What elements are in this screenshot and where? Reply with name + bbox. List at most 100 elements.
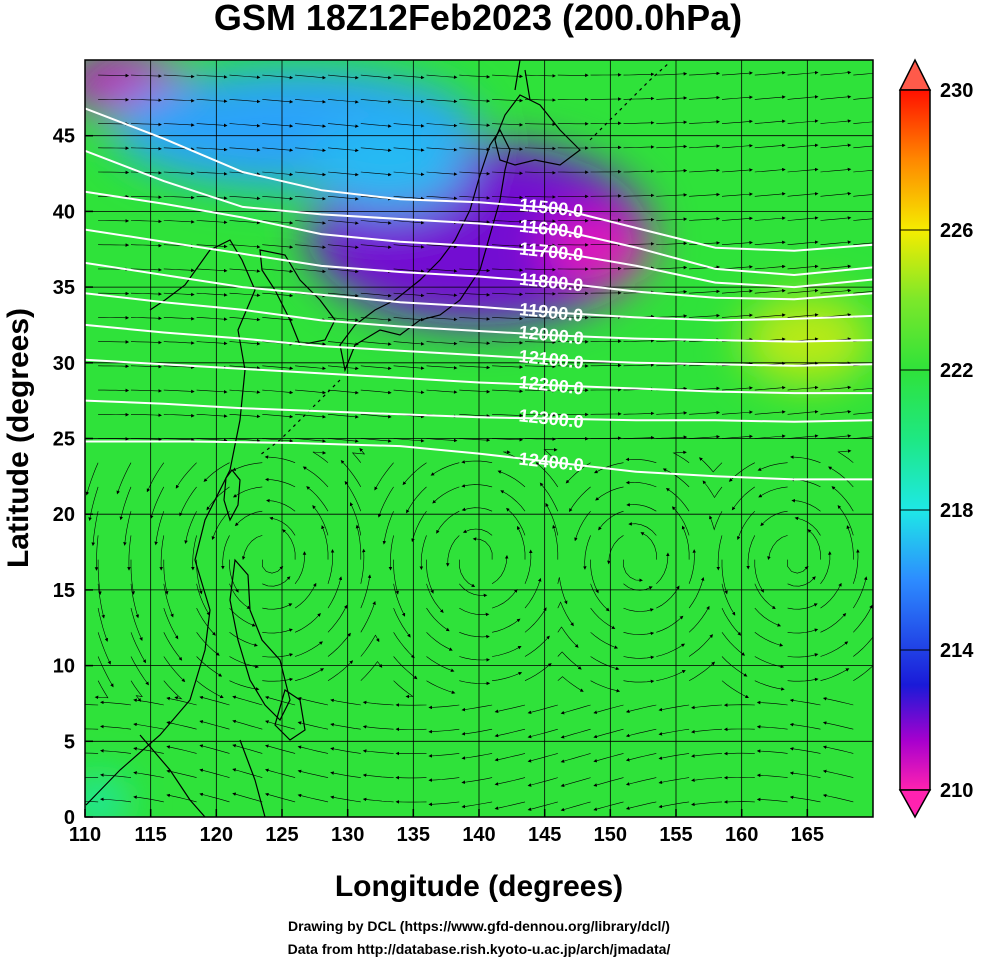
colorbar-tick-label: 230 bbox=[940, 80, 973, 102]
streamline bbox=[820, 216, 852, 221]
streamline bbox=[625, 457, 657, 463]
streamline bbox=[321, 525, 329, 560]
streamline bbox=[262, 628, 293, 634]
streamline bbox=[262, 677, 294, 682]
streamline bbox=[492, 171, 524, 176]
streamline bbox=[100, 700, 132, 706]
streamline bbox=[163, 413, 195, 418]
streamline bbox=[229, 268, 261, 273]
streamline bbox=[360, 548, 366, 584]
streamline bbox=[262, 196, 294, 201]
streamline bbox=[524, 413, 556, 417]
streamline bbox=[492, 98, 524, 103]
streamline bbox=[790, 455, 821, 463]
streamline bbox=[625, 753, 657, 762]
streamline bbox=[853, 194, 873, 197]
streamline bbox=[691, 777, 723, 782]
streamline bbox=[351, 447, 366, 463]
streamline bbox=[506, 507, 526, 536]
streamline bbox=[360, 365, 392, 371]
streamline bbox=[623, 120, 655, 125]
coastline-southeast-asia bbox=[139, 734, 266, 817]
streamline bbox=[494, 728, 526, 738]
streamline bbox=[623, 242, 655, 246]
temperature-region bbox=[85, 779, 125, 817]
streamline bbox=[436, 510, 460, 534]
streamline bbox=[721, 192, 753, 197]
streamline bbox=[656, 411, 688, 415]
streamline bbox=[262, 438, 294, 443]
streamline bbox=[665, 487, 690, 512]
streamline bbox=[393, 268, 425, 274]
streamline bbox=[295, 123, 327, 128]
streamline bbox=[524, 267, 556, 272]
streamline bbox=[130, 364, 162, 369]
streamline bbox=[494, 753, 526, 762]
streamline bbox=[623, 411, 655, 416]
streamline bbox=[393, 123, 425, 128]
streamline bbox=[265, 695, 296, 706]
streamline bbox=[623, 338, 655, 343]
streamline bbox=[689, 120, 721, 124]
coastline-hokkaido bbox=[494, 94, 581, 166]
streamline bbox=[426, 123, 458, 128]
streamline bbox=[574, 511, 591, 542]
streamline bbox=[656, 120, 688, 125]
streamline bbox=[787, 143, 819, 149]
streamline bbox=[623, 169, 655, 173]
streamline bbox=[327, 196, 359, 201]
streamline bbox=[691, 801, 723, 807]
streamline bbox=[130, 74, 162, 78]
streamline bbox=[360, 341, 392, 346]
streamline bbox=[853, 291, 873, 294]
streamline bbox=[459, 632, 490, 639]
streamline bbox=[327, 99, 359, 104]
streamline bbox=[721, 265, 753, 270]
streamline bbox=[166, 793, 197, 803]
streamline bbox=[590, 583, 610, 612]
streamline bbox=[130, 680, 143, 702]
streamline bbox=[492, 292, 524, 297]
streamline bbox=[459, 317, 491, 321]
streamline bbox=[327, 414, 359, 419]
streamline bbox=[432, 486, 460, 504]
streamline bbox=[459, 365, 491, 370]
streamline bbox=[428, 753, 460, 758]
streamline bbox=[689, 216, 721, 221]
streamline bbox=[853, 97, 873, 100]
streamline bbox=[459, 559, 476, 588]
streamline bbox=[656, 265, 688, 270]
streamline bbox=[166, 696, 197, 706]
streamline bbox=[428, 728, 460, 734]
streamline bbox=[689, 313, 721, 318]
streamline bbox=[656, 96, 688, 100]
streamline bbox=[754, 216, 786, 221]
streamline bbox=[492, 389, 524, 394]
streamline bbox=[306, 486, 329, 512]
streamline bbox=[807, 529, 821, 560]
streamline bbox=[787, 409, 819, 415]
streamline bbox=[327, 365, 359, 371]
streamline bbox=[820, 119, 852, 124]
y-tick-label: 0 bbox=[64, 807, 75, 829]
streamline bbox=[524, 549, 533, 584]
streamline bbox=[426, 365, 458, 370]
streamline bbox=[199, 695, 230, 706]
streamline bbox=[699, 457, 723, 473]
streamline bbox=[625, 704, 657, 714]
y-tick-label: 15 bbox=[53, 580, 75, 602]
streamline bbox=[199, 720, 230, 730]
streamline bbox=[294, 582, 317, 609]
streamline bbox=[820, 143, 852, 149]
streamline bbox=[229, 220, 261, 225]
streamline bbox=[393, 365, 425, 370]
streamline bbox=[163, 583, 174, 618]
streamline bbox=[196, 147, 228, 152]
streamline bbox=[754, 313, 786, 318]
streamline bbox=[461, 507, 493, 512]
streamline bbox=[393, 74, 425, 80]
coastline-mindanao bbox=[274, 689, 306, 741]
streamline bbox=[503, 450, 526, 463]
streamline bbox=[716, 535, 723, 571]
streamline bbox=[787, 191, 819, 197]
